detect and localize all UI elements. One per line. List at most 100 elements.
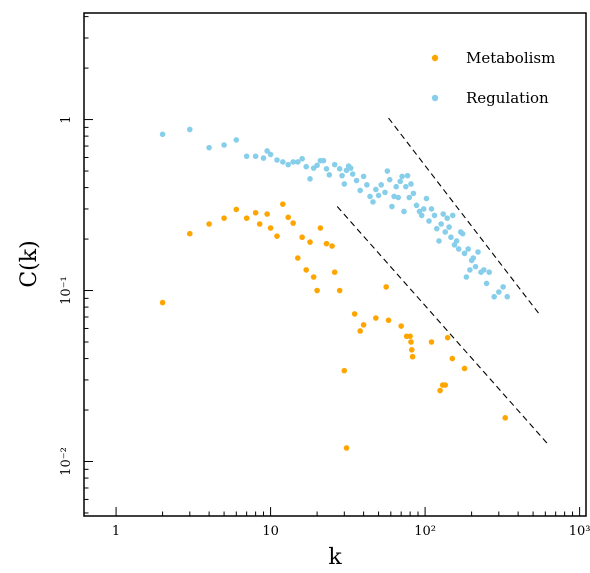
regulation-point xyxy=(354,178,360,184)
regulation-point xyxy=(342,181,348,187)
regulation-point xyxy=(464,274,470,280)
legend: Metabolism Regulation xyxy=(432,49,556,107)
regulation-point xyxy=(426,218,432,224)
regulation-point xyxy=(299,156,305,162)
metabolism-point xyxy=(409,347,415,353)
metabolism-point xyxy=(361,322,367,328)
regulation-point xyxy=(389,204,395,210)
metabolism-point xyxy=(324,241,330,247)
metabolism-point xyxy=(221,215,227,221)
regulation-point xyxy=(364,182,370,188)
metabolism-point xyxy=(295,255,301,261)
metabolism-point xyxy=(307,239,313,245)
regulation-point xyxy=(206,145,212,151)
metabolism-point xyxy=(445,335,451,341)
regulation-point xyxy=(467,267,473,273)
regulation-point xyxy=(450,213,456,219)
metabolism-point xyxy=(303,267,309,273)
regulation-point xyxy=(475,249,481,255)
regulation-point xyxy=(268,152,274,158)
regulation-point xyxy=(438,221,444,227)
metabolism-point xyxy=(244,215,250,221)
regulation-point xyxy=(500,284,506,290)
regulation-point xyxy=(465,246,471,252)
metabolism-point xyxy=(253,210,259,216)
metabolism-point xyxy=(268,225,274,231)
regulation-point xyxy=(321,158,327,164)
metabolism-point xyxy=(280,201,286,207)
regulation-point xyxy=(408,181,414,187)
x-tick-label: 1 xyxy=(112,524,120,539)
metabolism-point xyxy=(332,269,338,275)
metabolism-point xyxy=(299,234,305,240)
regulation-point xyxy=(432,213,438,219)
regulation-point xyxy=(244,153,250,159)
regulation-point xyxy=(486,269,492,275)
regulation-point xyxy=(446,224,452,230)
legend-marker-metabolism xyxy=(432,55,438,61)
legend-marker-regulation xyxy=(432,95,438,101)
metabolism-point xyxy=(234,207,240,213)
x-tick-label: 10 xyxy=(262,524,279,539)
regulation-point xyxy=(406,195,412,201)
y-axis-label: C(k) xyxy=(17,240,42,287)
regulation-point xyxy=(327,172,333,178)
legend-label-regulation: Regulation xyxy=(466,89,549,107)
regulation-point xyxy=(395,195,401,201)
regulation-point xyxy=(414,203,420,209)
regulation-point xyxy=(419,213,425,219)
regulation-point xyxy=(285,162,291,168)
regulation-point xyxy=(253,153,259,159)
regulation-point xyxy=(382,190,388,196)
regulation-point xyxy=(448,234,454,240)
regulation-point xyxy=(332,162,338,168)
metabolism-point xyxy=(318,225,324,231)
metabolism-point xyxy=(352,311,358,317)
regulation-point xyxy=(470,255,476,261)
regulation-point xyxy=(454,238,460,244)
regulation-point xyxy=(280,159,286,165)
regulation-point xyxy=(187,127,193,133)
regulation-point xyxy=(473,264,479,270)
metabolism-point xyxy=(206,221,212,227)
x-axis-label: k xyxy=(328,545,342,570)
regulation-point xyxy=(399,174,405,180)
regulation-point xyxy=(367,194,373,200)
x-tick-label: 10² xyxy=(414,524,436,539)
regulation-point xyxy=(484,281,490,287)
regulation-point xyxy=(376,193,382,199)
metabolism-point xyxy=(342,368,348,374)
reference-line-2 xyxy=(337,207,548,445)
regulation-point xyxy=(274,157,280,163)
metabolism-point xyxy=(462,366,468,372)
regulation-point xyxy=(504,294,510,300)
regulation-point xyxy=(303,164,309,170)
metabolism-point xyxy=(398,323,404,329)
reference-line-1 xyxy=(389,118,541,316)
regulation-point xyxy=(221,142,227,148)
regulation-point xyxy=(436,238,442,244)
regulation-point xyxy=(491,294,497,300)
regulation-point xyxy=(160,131,166,137)
regulation-point xyxy=(442,229,448,235)
regulation-point xyxy=(348,165,354,171)
metabolism-point xyxy=(437,388,443,394)
metabolism-point xyxy=(187,231,193,237)
regulation-point xyxy=(397,179,403,185)
metabolism-point xyxy=(502,415,508,421)
regulation-point xyxy=(424,196,430,202)
regulation-point xyxy=(350,171,356,177)
metabolism-point xyxy=(442,382,448,388)
legend-label-metabolism: Metabolism xyxy=(466,49,555,67)
metabolism-point xyxy=(264,211,270,217)
regulation-point xyxy=(337,166,343,172)
regulation-point xyxy=(387,177,393,183)
metabolism-point xyxy=(344,445,350,451)
regulation-point xyxy=(385,168,391,174)
metabolism-point xyxy=(373,315,379,321)
regulation-point xyxy=(496,289,502,295)
regulation-point xyxy=(324,166,330,172)
regulation-point xyxy=(393,184,399,190)
regulation-point xyxy=(456,246,462,252)
